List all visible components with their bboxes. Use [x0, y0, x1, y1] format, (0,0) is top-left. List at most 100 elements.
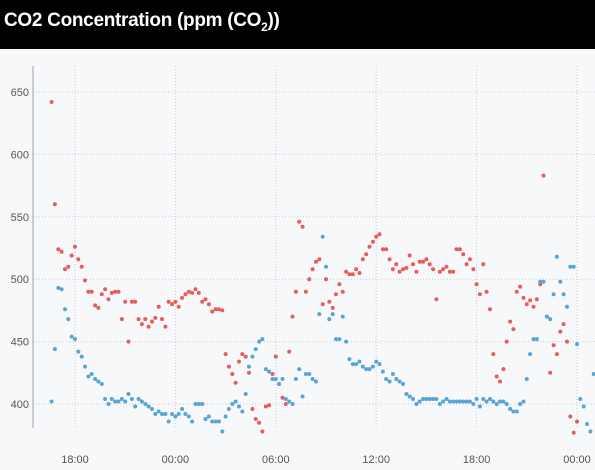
y-tick-label: 500 [11, 274, 29, 286]
blue-data-point [247, 364, 251, 369]
red-data-point [417, 259, 422, 264]
blue-data-point [290, 402, 295, 406]
red-data-point [350, 272, 355, 277]
blue-data-point [163, 412, 168, 416]
red-data-point [565, 339, 569, 344]
y-axis: 400 450 500 550 600 650 [11, 66, 34, 428]
blue-data-point [498, 399, 502, 404]
red-data-point [531, 304, 536, 309]
blue-data-point [230, 402, 235, 406]
red-data-point [374, 234, 379, 239]
blue-data-point [297, 367, 302, 372]
blue-data-point [374, 359, 379, 364]
red-data-point [444, 264, 449, 269]
red-data-point [461, 252, 466, 257]
blue-data-point [237, 404, 241, 409]
y-tick-label: 450 [11, 337, 29, 349]
x-tick-label: 12:00 [362, 454, 390, 466]
blue-data-point [180, 407, 185, 411]
red-data-point [123, 299, 128, 304]
red-data-point [575, 419, 579, 424]
blue-data-point [153, 412, 158, 416]
blue-data-point [196, 402, 201, 406]
y-tick-label: 550 [11, 212, 29, 224]
red-data-point [494, 374, 499, 379]
blue-data-point [186, 414, 191, 419]
blue-data-point [330, 312, 335, 317]
red-data-point [280, 395, 285, 400]
blue-data-point [109, 397, 114, 401]
y-tick-label: 400 [11, 399, 29, 411]
blue-data-point [551, 292, 556, 297]
red-data-point [364, 252, 369, 257]
red-data-point [548, 370, 553, 375]
red-data-point [317, 257, 322, 262]
red-data-point [380, 247, 385, 252]
red-data-point [404, 266, 409, 270]
blue-data-point [561, 292, 566, 297]
blue-data-point [508, 407, 513, 411]
red-data-point [481, 262, 486, 267]
blue-data-point [394, 377, 399, 381]
red-data-point [52, 202, 57, 207]
red-data-point [206, 302, 211, 307]
blue-data-point [307, 372, 312, 376]
red-data-point [521, 295, 526, 300]
red-data-point [504, 339, 509, 344]
red-data-point [484, 289, 489, 294]
red-data-point [568, 414, 573, 419]
red-data-point [457, 247, 462, 252]
red-data-point [367, 244, 372, 249]
blue-data-point [340, 314, 345, 319]
red-data-point [344, 269, 349, 274]
y-tick-label: 600 [11, 149, 29, 161]
red-data-point [153, 315, 158, 320]
red-data-point [454, 247, 459, 252]
red-data-point [551, 343, 556, 348]
red-data-point [340, 289, 345, 294]
red-data-point [558, 329, 563, 334]
red-data-point [471, 267, 476, 272]
blue-data-point [123, 399, 128, 404]
blue-data-point [303, 372, 308, 376]
blue-data-point [454, 399, 459, 404]
red-data-point [180, 295, 185, 300]
blue-data-point [571, 264, 576, 269]
blue-data-point [481, 397, 486, 401]
blue-data-point [434, 397, 439, 401]
x-tick-label: 00:00 [563, 454, 591, 466]
blue-data-point [106, 402, 111, 406]
x-tick-label: 06:00 [262, 454, 290, 466]
blue-data-point [581, 404, 586, 409]
blue-data-point [56, 285, 61, 290]
red-data-point [79, 264, 84, 269]
blue-data-point [390, 372, 395, 376]
red-data-point [357, 271, 362, 275]
red-data-point [437, 269, 442, 274]
blue-data-point [521, 399, 526, 404]
blue-data-point [441, 399, 446, 404]
blue-data-point [541, 279, 546, 284]
red-data-point [384, 247, 389, 252]
red-data-point [56, 247, 61, 252]
blue-data-point [310, 377, 315, 381]
y-tick-label: 650 [11, 87, 29, 99]
red-data-point [307, 277, 312, 282]
blue-data-point [417, 399, 422, 404]
blue-data-point [380, 369, 385, 374]
blue-data-point [464, 399, 469, 404]
blue-data-point [116, 399, 121, 404]
blue-data-point [494, 402, 499, 406]
blue-data-point [66, 317, 71, 322]
blue-data-point [250, 354, 255, 359]
red-data-point [267, 403, 272, 408]
blue-data-point [411, 397, 415, 401]
blue-data-point [63, 307, 67, 312]
blue-data-point [277, 382, 282, 386]
blue-data-point [280, 377, 285, 381]
red-data-point [394, 262, 399, 267]
blue-data-point [59, 287, 64, 292]
blue-data-point [69, 334, 74, 339]
red-data-point [73, 244, 77, 249]
red-data-point [133, 299, 138, 304]
